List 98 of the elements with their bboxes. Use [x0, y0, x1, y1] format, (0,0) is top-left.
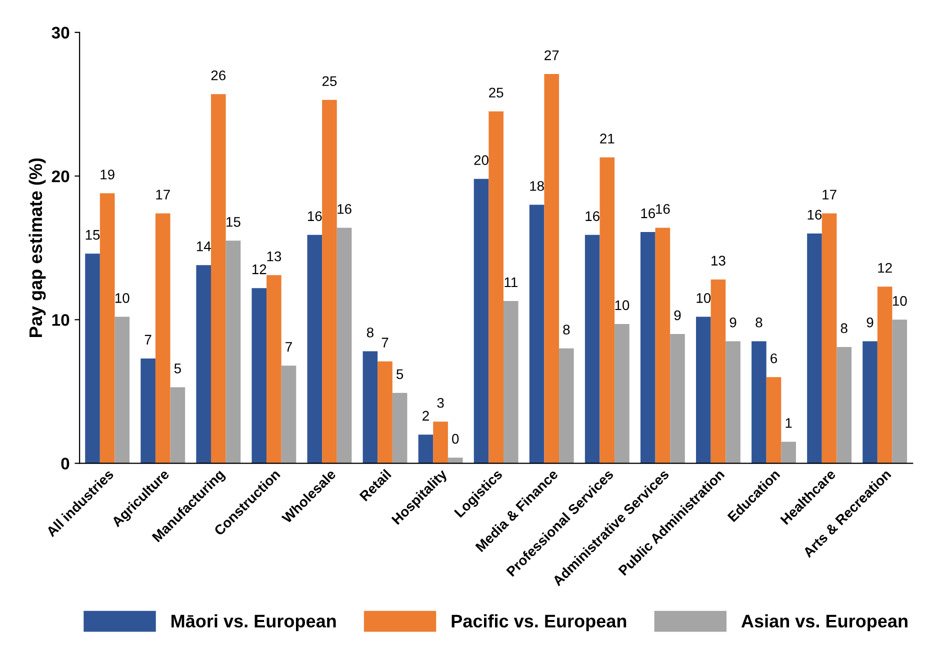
legend-label: Pacific vs. European: [452, 614, 626, 632]
data-label: 8: [756, 318, 762, 328]
bar: [378, 361, 392, 464]
bar: [392, 392, 408, 464]
data-label: 25: [489, 88, 504, 98]
bar: [252, 288, 267, 464]
data-label: 10: [115, 293, 130, 303]
data-label: 13: [267, 251, 282, 262]
y-tick-label: 0: [61, 458, 70, 470]
y-tick-label: 30: [52, 26, 70, 39]
bar: [336, 228, 352, 464]
bar: [877, 286, 892, 464]
data-label: 20: [474, 155, 488, 166]
bar: [140, 358, 156, 464]
data-label: 0: [452, 434, 459, 444]
bar: [807, 233, 822, 464]
data-label: 16: [641, 208, 655, 218]
bar: [155, 213, 170, 464]
data-label: 26: [211, 70, 226, 80]
bar: [600, 157, 615, 464]
data-label: 16: [338, 204, 352, 214]
data-label: 16: [656, 204, 670, 214]
bar: [544, 74, 560, 464]
data-label: 15: [86, 230, 100, 240]
bar: [170, 387, 186, 464]
legend-label: Māori vs. European: [172, 614, 336, 632]
data-label: 18: [530, 181, 544, 191]
y-tick-label: 20: [52, 170, 70, 182]
data-label: 8: [840, 323, 848, 334]
bar: [892, 320, 908, 464]
data-label: 21: [600, 134, 614, 144]
bar: [448, 458, 463, 464]
bar: [781, 442, 796, 464]
bar: [503, 301, 518, 464]
data-label: 5: [396, 369, 404, 380]
data-label: 2: [422, 410, 429, 421]
data-label: 9: [674, 310, 681, 320]
bar: [655, 228, 670, 464]
bar: [418, 434, 434, 464]
data-label: 14: [196, 242, 211, 252]
bar: [433, 422, 448, 464]
bar: [862, 341, 878, 464]
data-label: 16: [586, 211, 600, 222]
y-axis-title: Pay gap estimate (%): [28, 158, 46, 337]
bar: [210, 94, 226, 464]
bar: [559, 348, 574, 464]
bar: [85, 254, 100, 464]
data-label: 6: [770, 353, 778, 364]
bar: [488, 111, 504, 464]
bar: [226, 240, 241, 464]
data-label: 11: [504, 277, 518, 288]
bar: [266, 275, 282, 464]
data-label: 15: [226, 217, 240, 227]
bar: [836, 346, 852, 464]
bar: [726, 341, 740, 464]
data-label: 9: [730, 318, 736, 328]
data-label: 12: [878, 262, 892, 273]
y-tick-label: 10: [52, 314, 70, 326]
bar: [710, 279, 726, 464]
bar: [584, 234, 600, 464]
bar: [640, 232, 656, 464]
data-label: 5: [174, 364, 181, 374]
bar: [766, 377, 782, 464]
data-label: 10: [696, 293, 711, 303]
data-label: 17: [156, 190, 170, 200]
data-label: 16: [308, 211, 322, 222]
bar: [114, 316, 130, 464]
data-label: 9: [866, 318, 874, 328]
data-label: 12: [252, 264, 266, 274]
data-label: 19: [100, 170, 114, 180]
data-label: 7: [286, 342, 292, 352]
data-label: 8: [563, 324, 570, 335]
bar: [362, 351, 378, 464]
data-label: 7: [144, 334, 152, 344]
bar: [307, 234, 322, 464]
bar: [322, 100, 337, 464]
bar: [614, 324, 630, 464]
bar: [670, 334, 685, 464]
bar: [281, 366, 296, 464]
data-label: 10: [615, 300, 630, 310]
data-label: 27: [544, 50, 559, 60]
bar: [752, 341, 766, 464]
data-label: 3: [437, 398, 444, 408]
legend-label: Asian vs. European: [741, 614, 908, 632]
data-label: 1: [786, 418, 792, 428]
bar: [474, 178, 489, 464]
bar: [696, 316, 711, 464]
data-label: 16: [808, 210, 822, 220]
data-label: 17: [822, 190, 836, 200]
data-label: 10: [892, 296, 907, 306]
bar: [822, 213, 837, 464]
data-label: 8: [366, 328, 374, 338]
bar: [196, 265, 211, 464]
bar: [100, 193, 115, 464]
data-label: 25: [322, 76, 337, 86]
data-label: 7: [382, 338, 388, 348]
data-label: 13: [712, 256, 726, 266]
bar: [529, 204, 544, 464]
